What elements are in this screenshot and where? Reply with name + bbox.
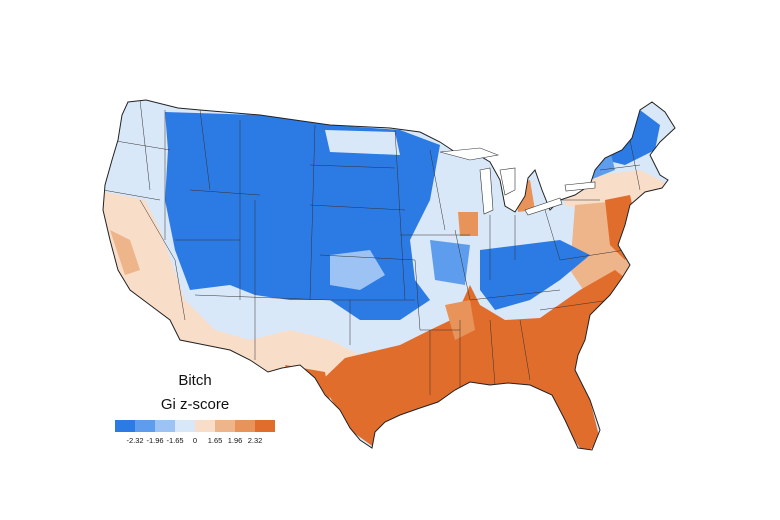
southern-strong-positive-region [320,270,640,450]
legend-swatch-7 [255,420,275,432]
legend-swatch-3 [175,420,195,432]
lake-huron [499,167,516,196]
legend-swatch-2 [155,420,175,432]
legend: -2.32 -1.96 -1.65 0 1.65 1.96 2.32 [115,420,275,458]
legend-tick-label: -2.32 [126,436,144,445]
lake-erie [524,197,563,216]
california-positive-region [110,230,140,275]
great-lakes [439,147,596,216]
lake-michigan [479,167,494,215]
missouri-negative-region [430,240,470,285]
appalachia-strong-negative-region [480,240,590,310]
lake-ontario [564,181,596,192]
legend-swatch-4 [195,420,215,432]
legend-tick-label: 1.96 [227,436,243,445]
legend-swatch-5 [215,420,235,432]
legend-tick-label: 0 [192,436,198,445]
legend-swatch-0 [115,420,135,432]
north-dakota-neutral-region [325,130,400,155]
legend-tick-label: 1.65 [207,436,223,445]
lake-superior [439,147,500,161]
illinois-positive-region [458,212,478,236]
legend-tick-label: -1.96 [146,436,164,445]
legend-swatches [115,420,275,432]
legend-tick-label: -1.65 [166,436,184,445]
gi-zscore-regions [103,100,675,450]
legend-tick-label: 2.32 [247,436,263,445]
legend-title: Gi z-score [160,396,230,413]
legend-swatch-1 [135,420,155,432]
state-borders [103,100,641,395]
kansas-weak-negative-region [330,250,385,290]
map-title: Bitch [178,372,212,389]
legend-swatch-6 [235,420,255,432]
